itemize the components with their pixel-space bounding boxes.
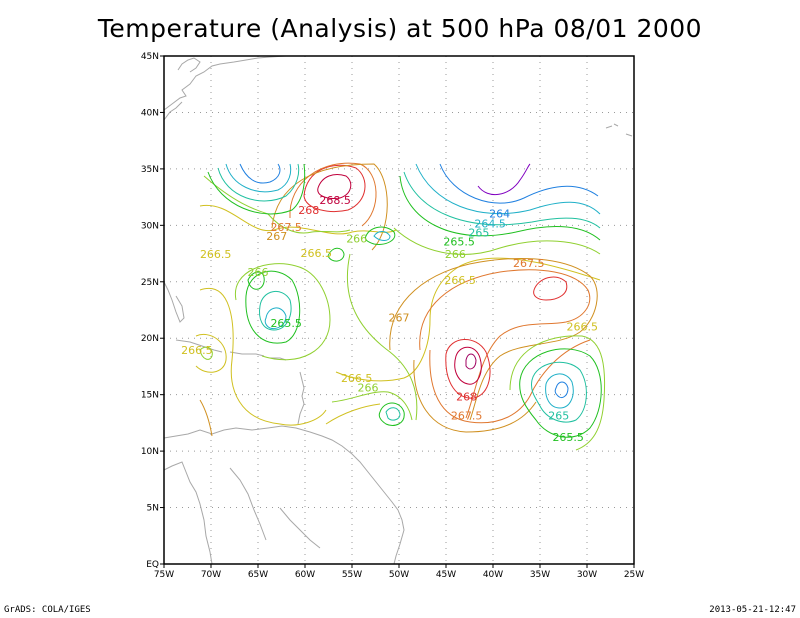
- contour-label: 267.5: [270, 221, 302, 234]
- map-background: [164, 56, 634, 564]
- contour-265-5-w: [247, 271, 265, 290]
- lon-tick-label: 40W: [483, 570, 503, 580]
- contour-label: 266.5: [301, 247, 333, 260]
- contour-label: 266.5: [341, 372, 373, 385]
- contour-266-se: [509, 335, 606, 451]
- contour-264-5-sw: [264, 307, 287, 329]
- lat-tick-label: 5N: [147, 504, 159, 514]
- contour-264-5-ne: [439, 163, 599, 204]
- contour-label: 266: [248, 266, 269, 279]
- contour-268-5-nw: [317, 174, 352, 199]
- contour-label: 266.5: [181, 344, 213, 357]
- contour-265-5-se: [519, 348, 602, 438]
- contour-266-5-nw: [199, 204, 397, 235]
- contour-265-sw: [259, 291, 292, 331]
- contour-267-low: [413, 359, 537, 433]
- lat-tick-label: 45N: [141, 52, 159, 62]
- contour-269-se: [465, 353, 477, 370]
- contour-label: 266: [346, 232, 367, 245]
- contour-label: 265.5: [270, 317, 302, 330]
- contour-266-s: [331, 391, 413, 421]
- lon-tick-label: 55W: [342, 570, 362, 580]
- lon-tick-label: 50W: [389, 570, 409, 580]
- contour-266-5-s: [325, 403, 381, 425]
- contour-label: 266.5: [200, 248, 232, 261]
- contour-label: 266.5: [444, 274, 476, 287]
- lat-tick-label: 25N: [141, 278, 159, 288]
- contour-264-5-se: [545, 373, 574, 409]
- contour-265-5-center: [365, 226, 396, 245]
- contour-266-5-carib: [195, 334, 227, 373]
- contour-266-carib: [199, 346, 213, 360]
- lon-tick-label: 75W: [154, 570, 174, 580]
- lon-tick-label: 45W: [436, 570, 456, 580]
- lon-tick-label: 60W: [295, 570, 315, 580]
- contour-label: 267: [266, 230, 287, 243]
- contour-label: 268: [298, 204, 319, 217]
- contour-lines: [195, 162, 606, 451]
- contour-266-small: [327, 247, 345, 262]
- contour-label: 265: [468, 227, 489, 240]
- lat-tick-label: 10N: [141, 447, 159, 457]
- contour-265-ne: [415, 163, 601, 215]
- contour-label: 266: [445, 248, 466, 261]
- map-title: Temperature (Analysis) at 500 hPa 08/01 …: [97, 14, 703, 43]
- contour-label: 268.5: [319, 194, 351, 207]
- coastline: [163, 55, 633, 565]
- contour-267-carib: [199, 399, 213, 437]
- contour-264-nw: [239, 163, 281, 184]
- contour-265-5-ne: [403, 171, 601, 229]
- axis-ticks: 75W 70W 65W 60W 55W 50W 45W 40W 35W 30W 25W EQ 5N 10N…: [141, 52, 644, 580]
- lat-tick-label: 15N: [141, 391, 159, 401]
- lat-tick-label: EQ: [146, 560, 159, 570]
- contour-265-small: [385, 407, 401, 421]
- contour-267-e: [389, 257, 598, 421]
- contour-265-center: [373, 231, 391, 241]
- contour-265-5-sw: [245, 270, 301, 344]
- contour-label: 265.5: [552, 431, 584, 444]
- contour-266-5-w: [199, 287, 327, 426]
- lat-tick-label: 40N: [141, 108, 159, 118]
- contour-264-se: [554, 381, 569, 399]
- lon-tick-label: 70W: [201, 570, 221, 580]
- footer-credit: GrADS: COLA/IGES: [4, 605, 91, 615]
- contour-267-5-e: [419, 269, 591, 419]
- lon-tick-label: 35W: [530, 570, 550, 580]
- contour-label: 266.5: [567, 320, 599, 333]
- lon-tick-label: 65W: [248, 570, 268, 580]
- contour-268-nw: [303, 164, 366, 212]
- contour-265-5-small: [378, 402, 405, 426]
- contour-label: 266: [357, 381, 378, 394]
- lon-tick-label: 30W: [577, 570, 597, 580]
- contour-label: 265.5: [443, 236, 475, 249]
- contour-266-ne: [399, 175, 601, 241]
- contour-268-e: [533, 276, 568, 301]
- contour-265-nw: [217, 163, 300, 202]
- contour-265-5-nw: [207, 163, 306, 215]
- contour-label: 267: [389, 311, 410, 324]
- contour-label: 265: [548, 410, 569, 423]
- contour-label: 264: [489, 207, 510, 220]
- contour-label: 267.5: [451, 410, 483, 423]
- contour-266-w: [235, 263, 331, 361]
- contour-266-nw: [203, 175, 351, 234]
- contour-264-5-nw: [225, 163, 292, 193]
- lat-tick-label: 20N: [141, 334, 159, 344]
- contour-266-5-ne: [393, 227, 601, 255]
- footer-timestamp: 2013-05-21-12:47: [709, 605, 796, 615]
- contour-268-se: [445, 339, 491, 399]
- lon-tick-label: 25W: [624, 570, 644, 580]
- contour-label: 264.5: [474, 218, 506, 231]
- contour-267-5-low: [429, 339, 591, 424]
- contour-266-mid: [346, 253, 418, 421]
- contour-264-ne: [477, 163, 531, 195]
- lat-tick-label: 30N: [141, 221, 159, 231]
- contour-265-se: [531, 361, 587, 423]
- contour-label: 268: [456, 390, 477, 403]
- contour-label: 267.5: [513, 257, 545, 270]
- lat-tick-label: 35N: [141, 165, 159, 175]
- contour-268-5-se: [454, 346, 482, 385]
